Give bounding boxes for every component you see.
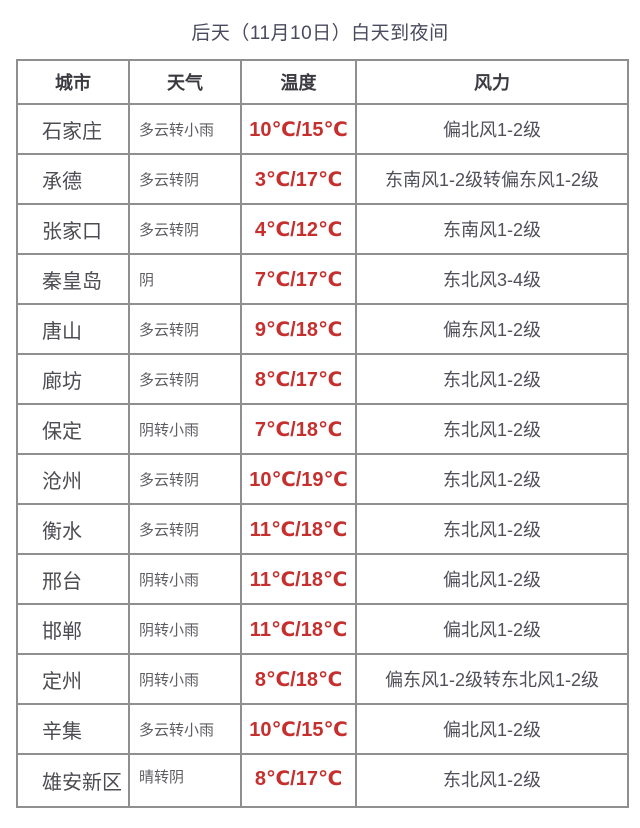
weather-cell: 多云转阴: [128, 453, 242, 505]
column-header-weather: 天气: [128, 59, 242, 105]
city-cell: 保定: [16, 403, 130, 455]
wind-cell: 东北风1-2级: [355, 353, 629, 405]
table-row: 定州 阴转小雨 8℃/18℃ 偏东风1-2级转东北风1-2级: [16, 653, 629, 705]
wind-cell: 东北风1-2级: [355, 503, 629, 555]
table-row: 张家口 多云转阴 4℃/12℃ 东南风1-2级: [16, 203, 629, 255]
city-cell: 张家口: [16, 203, 130, 255]
table-row: 沧州 多云转阴 10℃/19℃ 东北风1-2级: [16, 453, 629, 505]
wind-cell: 东北风3-4级: [355, 253, 629, 305]
temperature-cell: 8℃/17℃: [240, 353, 357, 405]
temperature-cell: 9℃/18℃: [240, 303, 357, 355]
temperature-cell: 4℃/12℃: [240, 203, 357, 255]
page-title: 后天（11月10日）白天到夜间: [191, 23, 449, 44]
city-cell: 邯郸: [16, 603, 130, 655]
table-row: 石家庄 多云转小雨 10℃/15℃ 偏北风1-2级: [16, 103, 629, 155]
temperature-cell: 11℃/18℃: [240, 553, 357, 605]
temperature-cell: 11℃/18℃: [240, 503, 357, 555]
column-header-temperature: 温度: [240, 59, 357, 105]
weather-cell: 阴: [128, 253, 242, 305]
city-cell: 辛集: [16, 703, 130, 755]
city-cell: 定州: [16, 653, 130, 705]
weather-cell: 阴转小雨: [128, 553, 242, 605]
table-row: 廊坊 多云转阴 8℃/17℃ 东北风1-2级: [16, 353, 629, 405]
weather-cell: 多云转小雨: [128, 103, 242, 155]
table-row: 邢台 阴转小雨 11℃/18℃ 偏北风1-2级: [16, 553, 629, 605]
weather-cell: 多云转阴: [128, 203, 242, 255]
temperature-cell: 8℃/17℃: [240, 753, 357, 808]
city-cell: 秦皇岛: [16, 253, 130, 305]
wind-cell: 偏东风1-2级: [355, 303, 629, 355]
weather-cell: 阴转小雨: [128, 603, 242, 655]
weather-cell: 阴转小雨: [128, 403, 242, 455]
table-row: 雄安新区 晴转阴 8℃/17℃ 东北风1-2级: [16, 753, 629, 808]
weather-cell: 多云转阴: [128, 303, 242, 355]
temperature-cell: 3℃/17℃: [240, 153, 357, 205]
wind-cell: 东北风1-2级: [355, 453, 629, 505]
city-cell: 石家庄: [16, 103, 130, 155]
table-row: 辛集 多云转小雨 10℃/15℃ 偏北风1-2级: [16, 703, 629, 755]
temperature-cell: 8℃/18℃: [240, 653, 357, 705]
city-cell: 廊坊: [16, 353, 130, 405]
wind-cell: 偏北风1-2级: [355, 553, 629, 605]
city-cell: 承德: [16, 153, 130, 205]
wind-cell: 东北风1-2级: [355, 403, 629, 455]
table-row: 衡水 多云转阴 11℃/18℃ 东北风1-2级: [16, 503, 629, 555]
wind-cell: 偏北风1-2级: [355, 703, 629, 755]
wind-cell: 东南风1-2级: [355, 203, 629, 255]
temperature-cell: 7℃/18℃: [240, 403, 357, 455]
temperature-cell: 7℃/17℃: [240, 253, 357, 305]
table-row: 唐山 多云转阴 9℃/18℃ 偏东风1-2级: [16, 303, 629, 355]
weather-table: 城市 天气 温度 风力 石家庄 多云转小雨 10℃/15℃ 偏北风1-2级 承德 多云转阴…: [16, 59, 629, 808]
city-cell: 唐山: [16, 303, 130, 355]
temperature-cell: 10℃/19℃: [240, 453, 357, 505]
table-row: 邯郸 阴转小雨 11℃/18℃ 偏北风1-2级: [16, 603, 629, 655]
temperature-cell: 11℃/18℃: [240, 603, 357, 655]
wind-cell: 偏东风1-2级转东北风1-2级: [355, 653, 629, 705]
column-header-city: 城市: [16, 59, 130, 105]
weather-cell: 多云转阴: [128, 153, 242, 205]
weather-cell: 多云转阴: [128, 353, 242, 405]
temperature-cell: 10℃/15℃: [240, 103, 357, 155]
temperature-cell: 10℃/15℃: [240, 703, 357, 755]
weather-cell: 晴转阴: [128, 753, 242, 808]
city-cell: 沧州: [16, 453, 130, 505]
table-row: 保定 阴转小雨 7℃/18℃ 东北风1-2级: [16, 403, 629, 455]
city-cell: 衡水: [16, 503, 130, 555]
wind-cell: 东南风1-2级转偏东风1-2级: [355, 153, 629, 205]
wind-cell: 偏北风1-2级: [355, 603, 629, 655]
table-row: 秦皇岛阴 7℃/17℃ 东北风3-4级: [16, 253, 629, 305]
table-header: 城市 天气 温度 风力: [16, 59, 629, 105]
table-row: 承德 多云转阴 3℃/17℃ 东南风1-2级转偏东风1-2级: [16, 153, 629, 205]
wind-cell: 东北风1-2级: [355, 753, 629, 808]
column-header-wind: 风力: [355, 59, 629, 105]
weather-cell: 阴转小雨: [128, 653, 242, 705]
city-cell: 雄安新区: [16, 753, 130, 808]
city-cell: 邢台: [16, 553, 130, 605]
weather-cell: 多云转阴: [128, 503, 242, 555]
weather-cell: 多云转小雨: [128, 703, 242, 755]
table-body: 石家庄 多云转小雨 10℃/15℃ 偏北风1-2级 承德 多云转阴 3℃/17℃ 东南风1-2…: [16, 103, 629, 808]
wind-cell: 偏北风1-2级: [355, 103, 629, 155]
header-row: 城市 天气 温度 风力: [16, 59, 629, 105]
